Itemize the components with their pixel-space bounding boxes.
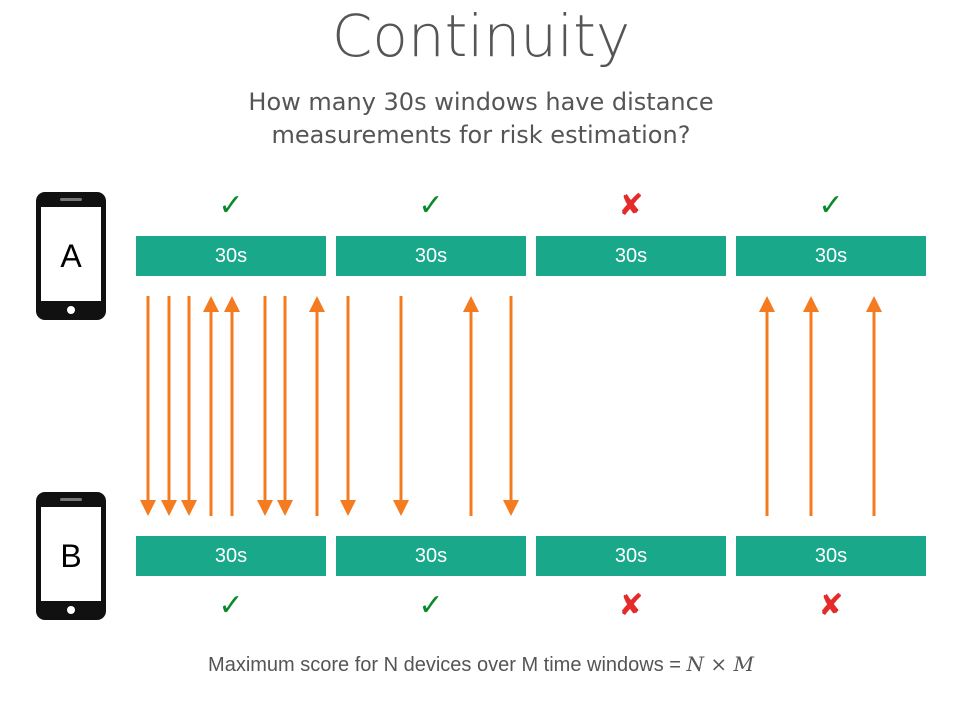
arrow-down-10 (393, 296, 409, 516)
time-window-a-1: 30s (136, 236, 326, 276)
status-mark-a-3: ✘ (618, 188, 644, 223)
device-a-label: A (60, 238, 82, 274)
time-window-a-2: 30s (336, 236, 526, 276)
footer-text: Maximum score for N devices over M time … (208, 654, 687, 676)
footer-math: N × M (686, 652, 754, 676)
time-window-a-3: 30s (536, 236, 726, 276)
arrow-down-1 (140, 296, 156, 516)
footer-formula: Maximum score for N devices over M time … (0, 652, 962, 677)
arrow-up-13 (759, 296, 775, 516)
time-window-b-3: 30s (536, 536, 726, 576)
time-window-b-2: 30s (336, 536, 526, 576)
status-mark-a-2: ✓ (418, 188, 444, 223)
arrow-down-12 (503, 296, 519, 516)
time-window-b-1: 30s (136, 536, 326, 576)
status-mark-b-4: ✘ (818, 588, 844, 623)
arrow-up-4 (203, 296, 219, 516)
arrow-up-8 (309, 296, 325, 516)
status-mark-b-3: ✘ (618, 588, 644, 623)
arrow-up-15 (866, 296, 882, 516)
smartphone-icon (36, 192, 106, 320)
status-mark-b-1: ✓ (218, 588, 244, 623)
arrow-down-7 (277, 296, 293, 516)
status-mark-a-1: ✓ (218, 188, 244, 223)
time-window-a-4: 30s (736, 236, 926, 276)
arrow-down-9 (340, 296, 356, 516)
arrow-down-3 (181, 296, 197, 516)
device-b-label: B (60, 538, 82, 574)
status-mark-b-2: ✓ (418, 588, 444, 623)
subtitle-line-2: measurements for risk estimation? (271, 121, 691, 149)
status-mark-a-4: ✓ (818, 188, 844, 223)
arrow-up-11 (463, 296, 479, 516)
subtitle: How many 30s windows have distance measu… (0, 86, 962, 152)
arrow-up-5 (224, 296, 240, 516)
subtitle-line-1: How many 30s windows have distance (248, 88, 714, 116)
smartphone-icon (36, 492, 106, 620)
page-title: Continuity (331, 2, 631, 70)
time-window-b-4: 30s (736, 536, 926, 576)
arrow-up-14 (803, 296, 819, 516)
arrow-down-6 (257, 296, 273, 516)
arrow-down-2 (161, 296, 177, 516)
